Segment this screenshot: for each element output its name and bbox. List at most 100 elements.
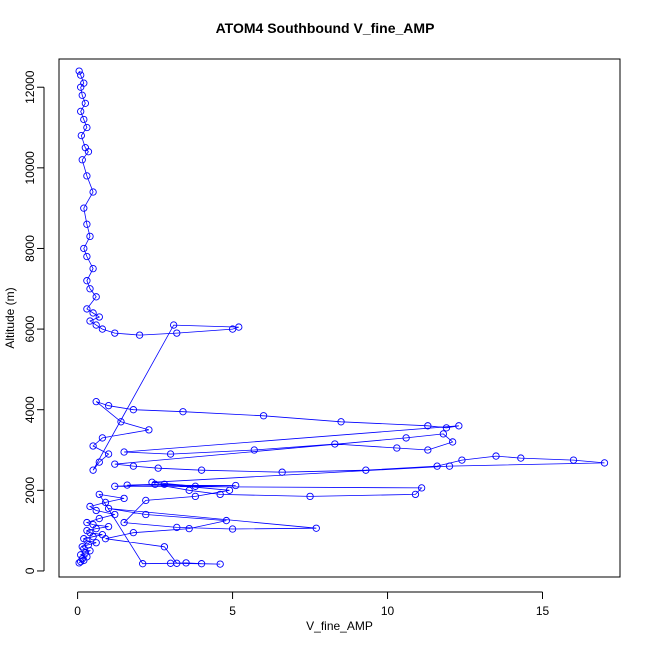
data-point	[228, 325, 237, 333]
data-point	[259, 412, 268, 420]
data-point	[197, 560, 206, 568]
data-point	[77, 551, 85, 559]
data-point	[148, 478, 156, 486]
data-point	[458, 456, 466, 464]
data-point	[117, 418, 125, 426]
data-point	[455, 422, 463, 430]
data-point	[173, 523, 181, 532]
chart-title: ATOM4 Southbound V_fine_AMP	[215, 20, 435, 36]
data-point	[89, 188, 97, 196]
data-point	[120, 448, 128, 456]
data-point	[75, 67, 83, 75]
data-point	[101, 535, 110, 543]
data-point	[129, 406, 138, 414]
data-point	[98, 325, 107, 333]
data-point	[80, 244, 88, 253]
x-tick-label: 0	[74, 604, 81, 618]
data-point	[228, 525, 237, 533]
data-point	[182, 559, 190, 567]
data-point	[337, 418, 345, 426]
data-point	[95, 458, 103, 466]
data-point	[81, 549, 89, 557]
data-point	[92, 293, 100, 301]
data-point	[216, 490, 224, 499]
data-point	[145, 426, 153, 434]
data-point	[424, 446, 432, 454]
data-point	[129, 529, 138, 537]
data-point	[86, 502, 94, 511]
data-point	[120, 494, 128, 503]
data-point	[83, 277, 91, 285]
data-point	[448, 438, 457, 446]
data-point	[104, 522, 113, 531]
data-point	[154, 464, 162, 472]
data-point	[173, 559, 181, 567]
data-point	[81, 99, 89, 107]
data-point	[95, 313, 103, 321]
data-point	[95, 490, 103, 499]
data-point	[123, 481, 131, 489]
data-point	[80, 115, 88, 124]
data-point	[185, 524, 193, 533]
y-tick-label: 12000	[23, 70, 37, 104]
data-point	[83, 220, 91, 228]
data-point	[312, 524, 320, 532]
data-point	[111, 510, 119, 519]
data-point	[331, 440, 339, 448]
data-point	[101, 498, 110, 507]
y-tick-label: 8000	[23, 235, 37, 262]
data-point	[278, 468, 286, 476]
data-point	[142, 496, 150, 505]
data-point	[160, 543, 169, 551]
data-point	[445, 462, 454, 470]
data-point	[83, 252, 91, 261]
plot-frame	[58, 58, 621, 578]
data-point	[77, 107, 85, 116]
data-point	[120, 518, 128, 527]
data-point	[129, 462, 138, 470]
data-point	[80, 545, 88, 553]
data-point	[83, 123, 91, 132]
data-point	[492, 452, 500, 460]
data-point	[517, 454, 525, 462]
series-line	[78, 70, 605, 565]
data-point	[197, 466, 206, 474]
data-point	[111, 460, 119, 468]
data-point	[411, 490, 420, 499]
data-point	[83, 518, 91, 527]
data-point	[78, 156, 86, 164]
data-point	[417, 484, 426, 492]
data-point	[185, 486, 193, 494]
data-point	[80, 79, 88, 87]
data-point	[362, 466, 370, 474]
y-tick-label: 10000	[23, 151, 37, 185]
data-point	[98, 434, 107, 442]
data-point	[81, 144, 89, 152]
y-axis-title: Altitude (m)	[3, 287, 17, 348]
x-axis-ticks: 0 5 10 15	[74, 592, 550, 618]
data-point	[433, 462, 441, 470]
data-point	[111, 482, 119, 490]
data-point	[402, 434, 410, 442]
data-point	[92, 506, 100, 515]
data-point	[142, 510, 150, 519]
data-point	[393, 444, 401, 452]
data-point	[173, 329, 181, 337]
data-point	[92, 321, 100, 329]
x-axis-title: V_fine_AMP	[306, 619, 373, 633]
data-point	[95, 514, 103, 523]
data-point	[89, 309, 97, 317]
data-point	[104, 402, 113, 410]
data-point	[86, 232, 94, 241]
data-point	[83, 172, 91, 180]
y-tick-label: 6000	[23, 315, 37, 342]
y-axis-ticks: 0 2000 4000 6000 8000 10000 12000	[23, 70, 44, 574]
x-tick-label: 10	[381, 604, 395, 618]
data-point	[439, 430, 447, 438]
data-point	[306, 492, 314, 501]
data-point	[78, 555, 86, 563]
data-point	[191, 482, 200, 490]
data-point	[600, 459, 609, 467]
data-point	[139, 560, 147, 568]
